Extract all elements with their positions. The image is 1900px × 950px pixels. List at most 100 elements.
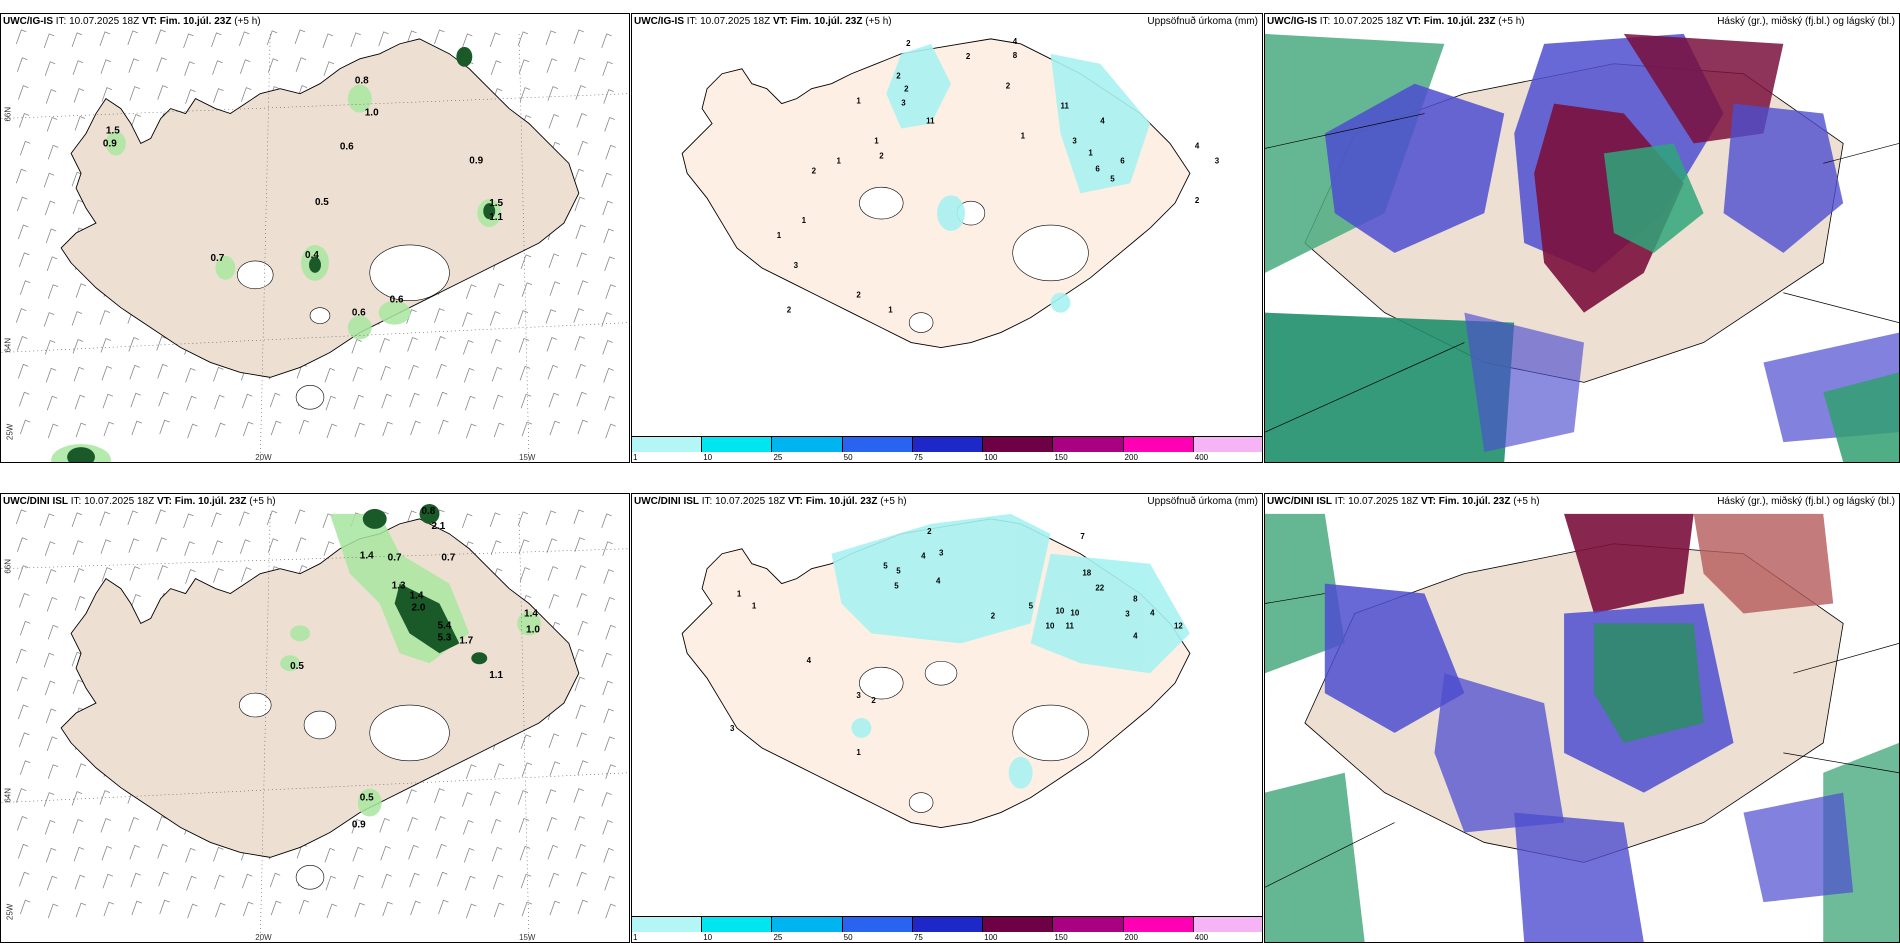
wind-barb [47,624,59,640]
precip-value: 0.9 [103,138,117,149]
wind-barb [75,763,87,778]
wind-barb [242,421,254,437]
panel-header: UWC/IG-IS IT: 10.07.2025 18Z VT: Fim. 10… [634,16,892,27]
wind-barb [17,565,29,580]
wind-barb [603,89,614,104]
wind-barb [461,33,473,48]
wind-barb [72,819,84,834]
wind-barb [127,510,138,525]
wind-barb [157,85,168,100]
wind-barb [214,394,225,410]
accum-value: 6 [1120,156,1125,165]
accum-value: 2 [906,39,911,48]
precip-value: 1.0 [365,108,379,119]
wind-barb [381,873,392,889]
wind-barb [353,394,364,410]
wind-barb [99,310,111,325]
wind-barb [100,539,112,554]
accum-value: 1 [874,136,879,145]
colorbar-tick: 25 [773,933,783,942]
accum-value: 1 [1088,148,1093,157]
accum-value: 4 [1013,37,1018,46]
wind-barb [46,736,58,751]
wind-barb [323,61,335,76]
wind-barb [521,421,533,437]
wind-barb [19,620,31,636]
wind-barb [298,419,310,435]
wind-barb [490,60,502,75]
accum-value: 3 [1215,156,1220,165]
wind-barb [213,846,224,862]
accum-value: 1 [856,97,861,106]
wind-barb [295,57,307,72]
wind-barb [214,874,225,890]
wind-barb [549,420,561,436]
wind-barb [602,680,613,696]
wind-barb [489,791,501,806]
wind-barb [187,903,198,919]
wind-barb [99,511,111,526]
wind-barb [158,871,169,887]
wind-barb [436,363,447,379]
wind-barb [410,420,421,436]
precip-value: 0.6 [390,295,404,306]
wind-barb [45,367,57,383]
wind-barb [407,337,418,352]
accum-value: 12 [1174,621,1183,630]
wind-barb [604,736,615,751]
accum-value: 2 [879,151,884,160]
wind-barb [18,871,30,887]
accum-precip-panel-bottom: UWC/DINI ISL IT: 10.07.2025 18Z VT: Fim.… [631,493,1263,943]
wind-barb [603,367,614,383]
precip-value: 0.9 [352,820,366,831]
wind-barb [574,57,585,72]
colorbar-swatch [842,436,913,452]
panel-title: Háský (gr.), miðský (fj.bl.) og lágský (… [1717,16,1895,27]
wind-barb [183,513,194,528]
wind-barb [518,539,530,554]
wind-barb [462,820,474,835]
precip-value: 0.5 [290,661,304,672]
wind-barb [15,308,27,323]
precip-wind-panel-bottom: UWC/DINI ISL IT: 10.07.2025 18Z VT: Fim.… [0,493,630,943]
wind-barb [519,567,531,582]
wind-barb [101,87,113,102]
wind-barb [465,903,477,919]
lat-label-64n: 64N [3,788,12,803]
wind-barb [575,565,586,580]
wind-barb [464,395,476,411]
wind-barb [102,873,114,889]
wind-barb [238,31,250,46]
accum-value: 3 [1072,136,1077,145]
panel-header: UWC/DINI ISL IT: 10.07.2025 18Z VT: Fim.… [3,496,276,507]
accum-value: 4 [807,656,812,665]
accum-value: 3 [901,99,906,108]
wind-barb [519,845,531,861]
wind-barb [241,873,253,889]
wind-barb [159,419,170,435]
precip-value: 1.3 [392,581,406,592]
wind-barb [380,365,391,381]
wind-barb [267,538,279,553]
wind-barb [19,419,31,435]
wind-barb [518,338,530,353]
accum-value: 4 [1195,141,1200,150]
colorbar-swatch [1053,916,1124,932]
wind-barb [517,790,529,805]
colorbar: 1 10 25 50 75 100 150 200 400 [632,916,1262,942]
wind-barb [215,902,226,918]
colorbar-swatch [1193,436,1262,452]
wind-barb [547,86,559,101]
wind-barb [157,565,168,580]
wind-barb [73,366,85,382]
wind-barb [602,340,613,355]
wind-barb [326,903,338,919]
wind-barb [185,89,196,104]
wind-barb [128,817,139,832]
precip-value-labels: 0.8 2.1 1.4 0.7 0.7 1.3 1.4 2.0 5.4 5.3 … [290,506,540,831]
wind-barb [71,651,83,667]
lon-label-15w: 15W [519,453,536,462]
wind-barb [575,85,586,100]
accum-value: 3 [1125,609,1130,618]
wind-barb [408,364,419,380]
